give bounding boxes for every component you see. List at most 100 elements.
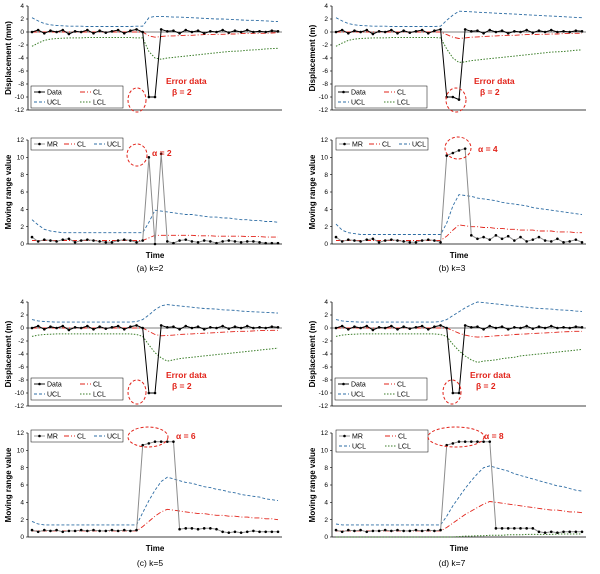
series-mr-point <box>347 528 350 532</box>
y-tick-label: -12 <box>319 107 329 114</box>
series-data-point <box>396 328 399 331</box>
series-data-point <box>433 325 436 329</box>
series-data-point <box>525 324 528 328</box>
series-data-point <box>190 30 194 34</box>
series-ucl-line <box>335 465 583 526</box>
legend-box <box>30 85 124 109</box>
series-mr-point <box>488 440 492 443</box>
y-tick-label: 0 <box>20 534 24 541</box>
chart-a-top: 4 2 0 -2 -4 -6 -8 -10 -12 Displacement (mm) Data CL… <box>4 3 282 114</box>
series-data-point <box>396 32 399 35</box>
y-tick-label: 4 <box>20 207 24 214</box>
series-mr-point <box>390 529 393 533</box>
series-mr-point <box>264 530 268 534</box>
series-mr-point <box>227 531 231 534</box>
series-data-point <box>470 30 473 33</box>
series-data-point <box>141 30 144 34</box>
y-tick-label: 12 <box>321 137 329 144</box>
series-mr-point <box>190 240 194 243</box>
series-mr-point <box>135 528 138 532</box>
series-data-point <box>543 326 547 330</box>
annotation-oval <box>127 379 147 405</box>
series-mr-point <box>36 240 40 243</box>
series-mr-point <box>414 528 418 532</box>
y-tick-label: 10 <box>321 448 329 455</box>
chart-d-top: 4 2 0 -2 -4 -6 -8 -10 -12 Displacement (m) Data CL U… <box>308 299 586 410</box>
series-data-point <box>580 326 584 329</box>
legend-label: MR <box>47 433 58 440</box>
series-mr-point <box>371 529 375 533</box>
series-mr-point <box>141 443 144 447</box>
series-mr-point <box>353 239 356 242</box>
chart-a-bottom: 12 10 8 6 4 2 0 Moving range value Time MR CL UCL α … <box>4 137 282 260</box>
series-data-point <box>73 30 77 33</box>
series-mr-point <box>178 527 181 531</box>
caption-b: (b) k=3 <box>439 263 466 273</box>
series-data-point <box>221 324 224 328</box>
y-axis-label: Displacement (mm) <box>4 21 13 95</box>
legend-label: LCL <box>397 391 410 398</box>
annotation-text: Error data <box>166 76 207 86</box>
series-mr-point <box>537 530 541 534</box>
series-data-point <box>61 28 65 32</box>
series-data-point <box>408 327 412 330</box>
series-data-point <box>445 326 449 330</box>
series-data-point <box>245 28 249 32</box>
legend-marker <box>343 142 346 146</box>
series-mr-point <box>116 239 120 242</box>
series-data-point <box>86 324 89 328</box>
annotation-text: Error data <box>474 76 515 86</box>
legend-label: Data <box>351 89 366 96</box>
series-data-point <box>30 30 34 34</box>
series-mr-point <box>402 240 405 243</box>
series-data-point <box>227 327 231 330</box>
series-data-point <box>184 324 188 328</box>
series-data-point <box>92 328 95 331</box>
legend-label: Data <box>351 381 366 388</box>
series-mr-point <box>184 238 188 241</box>
series-data-point <box>574 29 578 32</box>
series-mr-point <box>556 237 559 241</box>
series-data-point <box>252 326 255 330</box>
series-mr-point <box>562 530 565 534</box>
series-mr-line <box>31 153 278 245</box>
series-mr-point <box>470 234 473 237</box>
series-data-point <box>562 30 565 33</box>
series-data-point <box>276 326 280 329</box>
series-mr-point <box>408 240 412 244</box>
series-data-point <box>104 327 108 330</box>
series-data-point <box>233 325 237 329</box>
series-mr-point <box>209 240 212 243</box>
y-tick-label: -4 <box>322 55 328 62</box>
legend-marker <box>342 382 345 386</box>
y-tick-label: 12 <box>17 430 25 437</box>
series-mr-point <box>513 527 516 530</box>
y-axis-label: Moving range value <box>308 154 317 229</box>
series-data-point <box>98 325 101 329</box>
y-tick-label: 4 <box>324 299 328 306</box>
series-mr-point <box>190 527 194 530</box>
series-data-point <box>463 28 467 31</box>
series-lcl-line <box>335 37 583 64</box>
legend-marker <box>38 434 41 438</box>
series-mr-point <box>264 241 268 245</box>
series-mr-point <box>537 235 541 239</box>
series-data-point <box>383 30 387 34</box>
y-tick-label: 2 <box>20 224 24 231</box>
series-data-point <box>402 29 405 32</box>
series-data-point <box>215 30 218 34</box>
series-mr-point <box>426 238 430 241</box>
y-tick-label: -6 <box>18 364 24 371</box>
series-data-point <box>371 328 375 332</box>
y-tick-label: 4 <box>20 299 24 306</box>
series-data-point <box>506 328 510 331</box>
series-mr-point <box>98 529 101 533</box>
series-data-point <box>252 30 255 34</box>
series-data-point <box>340 28 344 32</box>
series-data-point <box>79 30 83 34</box>
y-tick-label: 0 <box>20 325 24 332</box>
legend-label: MR <box>352 433 363 440</box>
series-mr-point <box>340 530 344 534</box>
legend-label: LCL <box>93 391 106 398</box>
series-data-point <box>86 28 89 32</box>
